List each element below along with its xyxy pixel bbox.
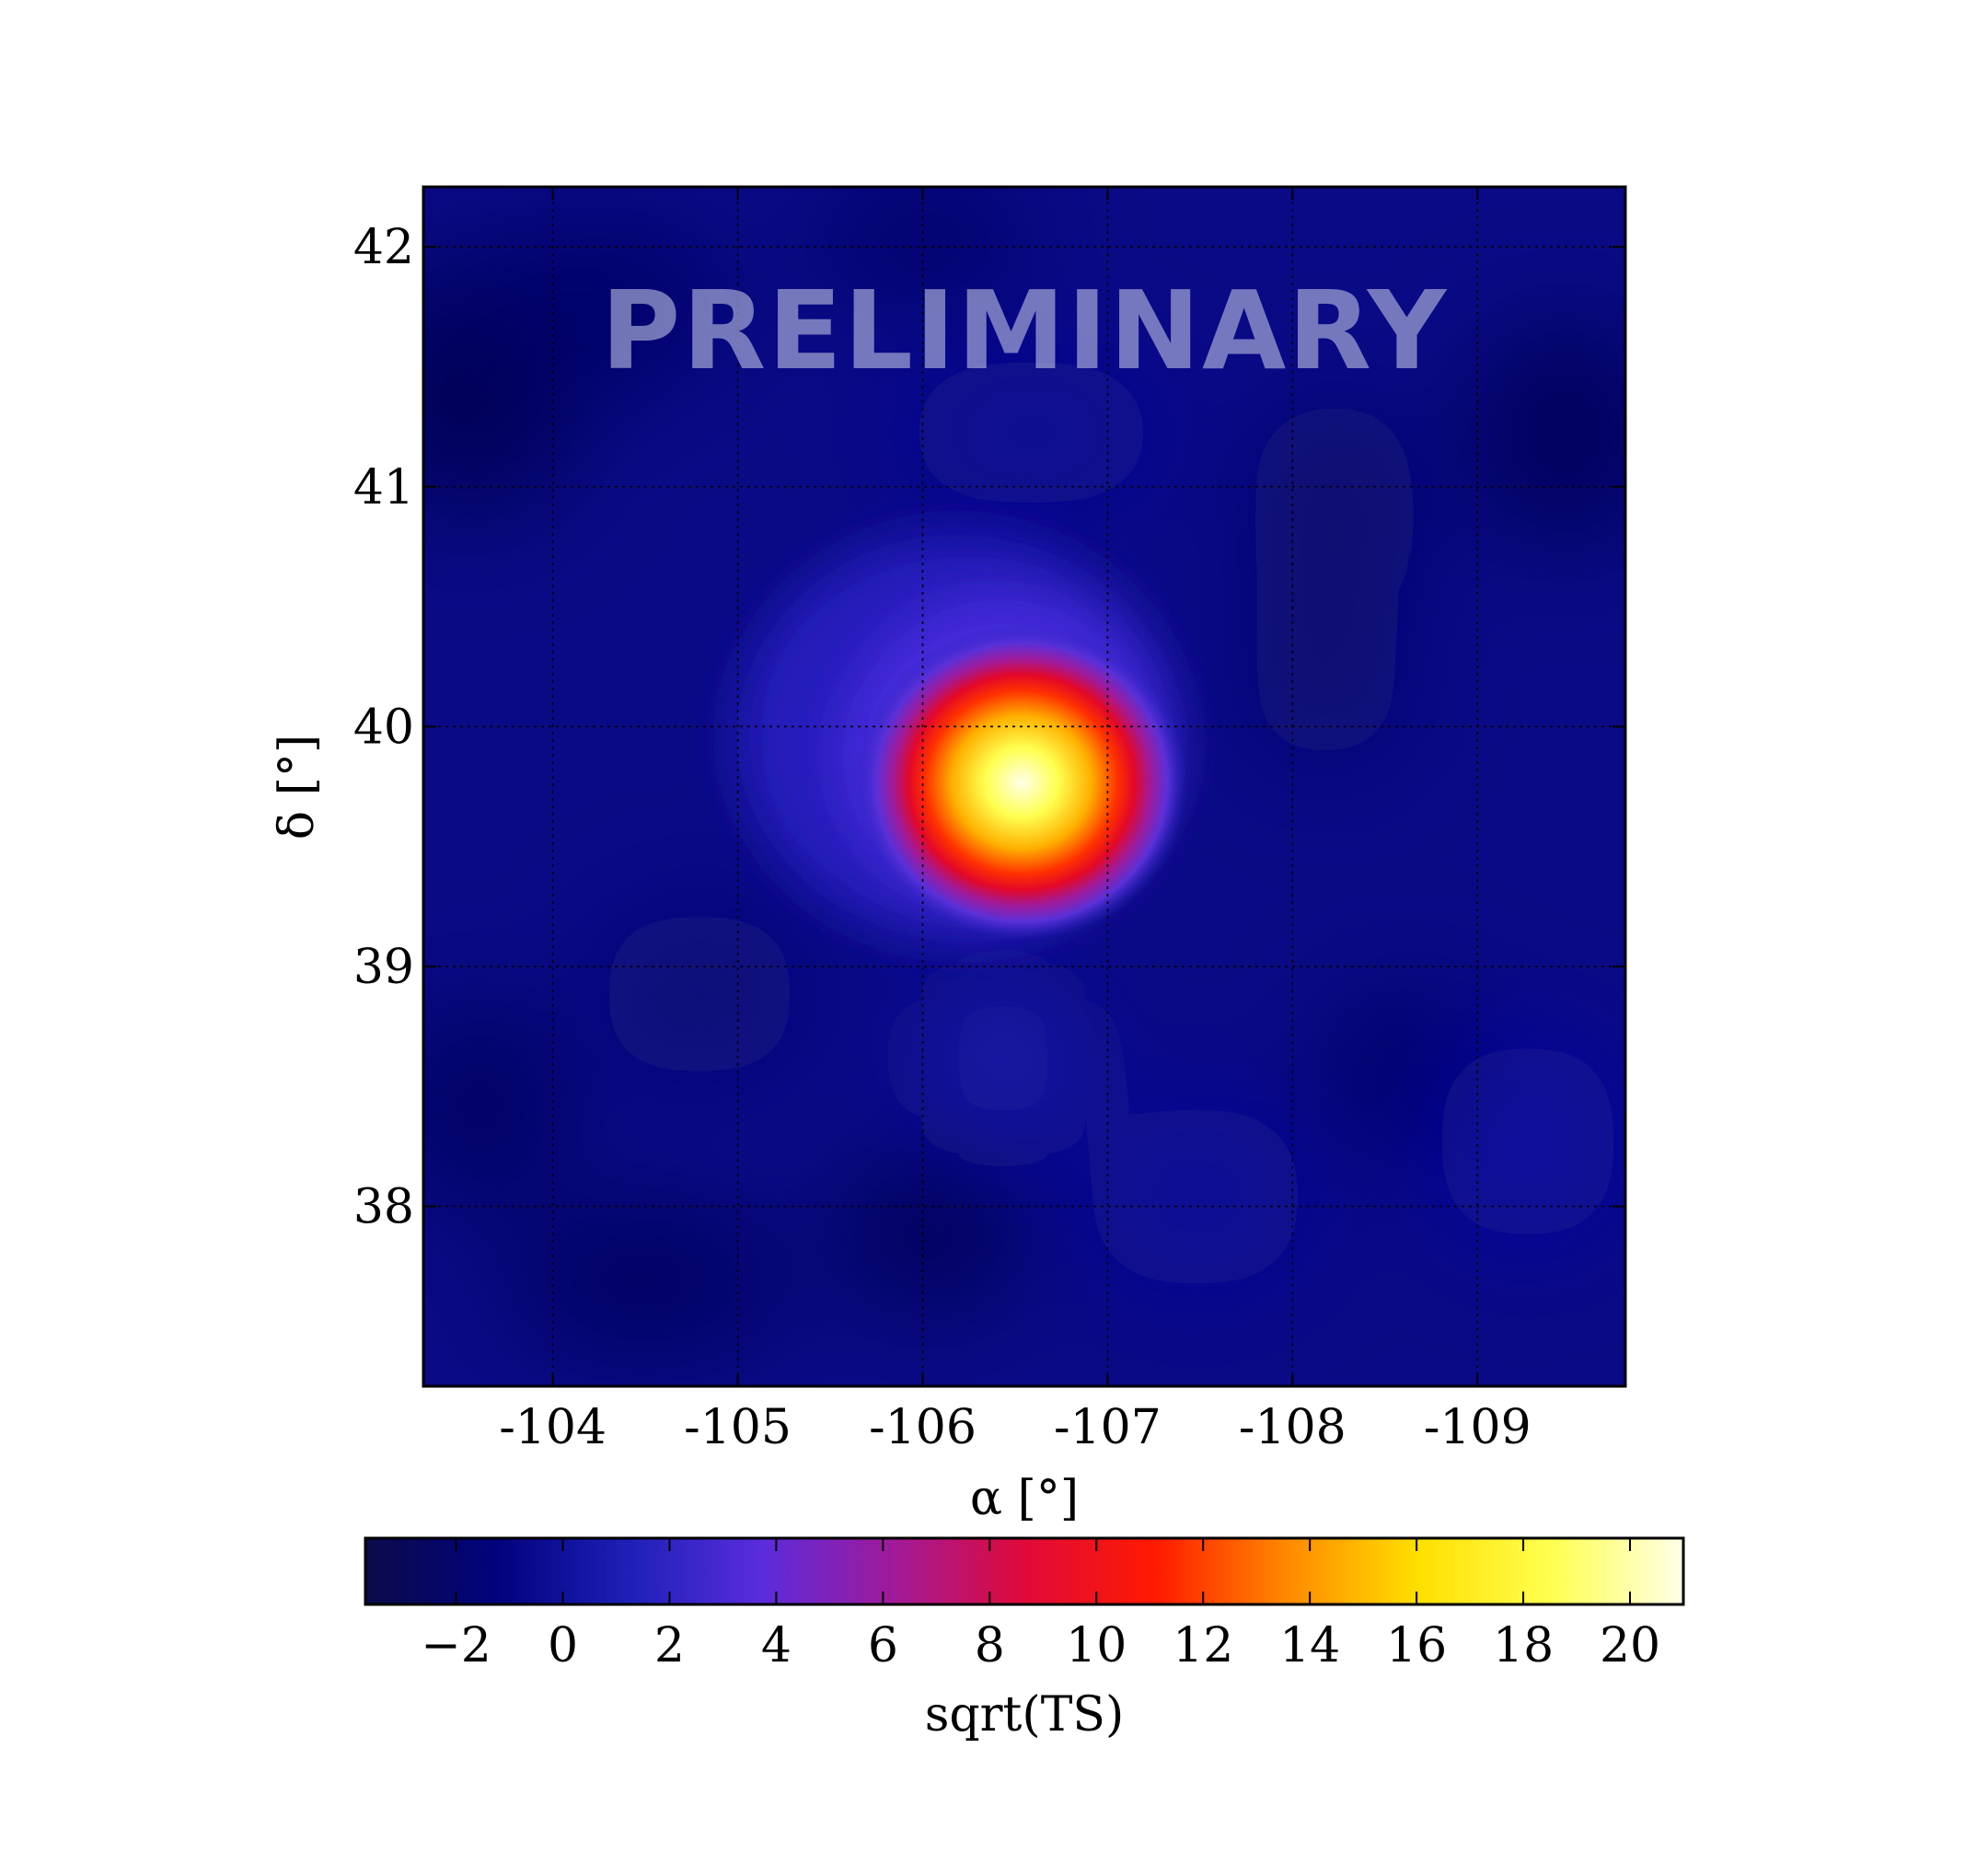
- heatmap-area: [423, 187, 1625, 1386]
- colorbar-tick-label: 12: [1173, 1618, 1233, 1673]
- x-tick-label: -107: [1054, 1400, 1162, 1455]
- source-hotspot: [856, 624, 1187, 941]
- background-fluctuations: [423, 187, 1625, 1353]
- colorbar-tick-label: 18: [1493, 1618, 1554, 1673]
- colorbar-tick-label: 8: [975, 1618, 1005, 1673]
- plot-frame: [422, 185, 1627, 1388]
- preliminary-watermark: PRELIMINARY: [601, 267, 1448, 394]
- colorbar-tick-label: 14: [1279, 1618, 1340, 1673]
- colorbar: [364, 1536, 1685, 1606]
- y-tick-label: 38: [353, 1180, 414, 1235]
- colorbar-tick-label: 0: [548, 1618, 578, 1673]
- x-tick-label: -108: [1239, 1400, 1347, 1455]
- colorbar-tick-label: −2: [421, 1618, 491, 1673]
- x-tick-label: -109: [1424, 1400, 1531, 1455]
- y-tick-label: 39: [353, 940, 414, 995]
- colorbar-label: sqrt(TS): [925, 1687, 1125, 1742]
- colorbar-tick-label: 2: [654, 1618, 685, 1673]
- x-tick-label: -105: [684, 1400, 792, 1455]
- x-tick-label: -106: [869, 1400, 977, 1455]
- y-axis-ticks: 38 39 40 41 42: [353, 220, 1625, 1235]
- x-axis-label: α [°]: [970, 1471, 1079, 1526]
- x-axis-ticks: -104 -105 -106 -107 -108 -109: [499, 187, 1531, 1455]
- x-tick-label: -104: [499, 1400, 607, 1455]
- y-tick-label: 42: [353, 220, 414, 275]
- colorbar-tick-label: 4: [761, 1618, 792, 1673]
- colorbar-ticks: −2 0 2 4 6 8 10 12 14 16 18 20: [421, 1538, 1660, 1673]
- colorbar-tick-label: 16: [1386, 1618, 1447, 1673]
- colorbar-tick-label: 20: [1600, 1618, 1660, 1673]
- y-tick-label: 41: [353, 460, 414, 515]
- y-axis-label: δ [°]: [270, 735, 325, 839]
- colorbar-tick-label: 6: [868, 1618, 898, 1673]
- colorbar-tick-label: 10: [1066, 1618, 1127, 1673]
- y-tick-label: 40: [353, 700, 414, 755]
- grid-lines: [423, 187, 1625, 1386]
